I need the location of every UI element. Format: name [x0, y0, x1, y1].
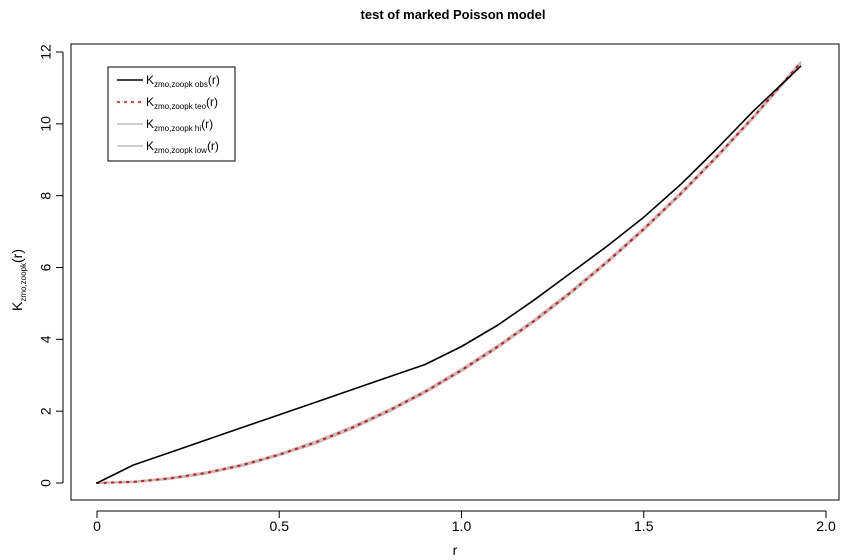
x-axis-label: r [453, 542, 458, 558]
legend-entry-teo-label: Kzmo,zoopk teo(r) [146, 95, 218, 111]
x-tick-label: 1.5 [634, 518, 654, 534]
x-tick-label: 2.0 [816, 518, 836, 534]
x-tick-label: 1.0 [452, 518, 472, 534]
legend-entry-obs-label: Kzmo,zoopk obs(r) [146, 73, 220, 89]
legend-entry-hi-label: Kzmo,zoopk hi(r) [146, 117, 213, 133]
legend: Kzmo,zoopk obs(r) Kzmo,zoopk teo(r) Kzmo,z… [107, 66, 236, 162]
y-tick-label: 0 [38, 479, 54, 487]
y-tick-label: 6 [38, 263, 54, 271]
legend-entry-low-label: Kzmo,zoopk low(r) [146, 139, 219, 155]
y-tick-label: 8 [38, 192, 54, 200]
x-axis: 0 0.5 1.0 1.5 2.0 [93, 510, 836, 534]
y-axis-label-sub: zmo,zoopk [19, 262, 28, 302]
y-axis-label: Kzmo,zoopk(r) [9, 249, 28, 311]
x-tick-label: 0 [93, 518, 101, 534]
y-tick-label: 4 [38, 335, 54, 343]
y-tick-label: 10 [38, 116, 54, 132]
series-layer [96, 61, 802, 484]
y-axis: 0 2 4 6 8 10 12 [38, 44, 64, 487]
y-tick-label: 12 [38, 44, 54, 60]
series-line-obs [96, 65, 802, 484]
y-axis-label-suffix: (r) [9, 249, 25, 263]
x-tick-label: 0.5 [270, 518, 290, 534]
y-axis-label-main: K [9, 301, 25, 311]
plot-frame [70, 43, 840, 501]
y-tick-label: 2 [38, 407, 54, 415]
series-line-teo [96, 61, 802, 484]
series-line-low [96, 63, 802, 484]
chart-title: test of marked Poisson model [361, 7, 546, 22]
